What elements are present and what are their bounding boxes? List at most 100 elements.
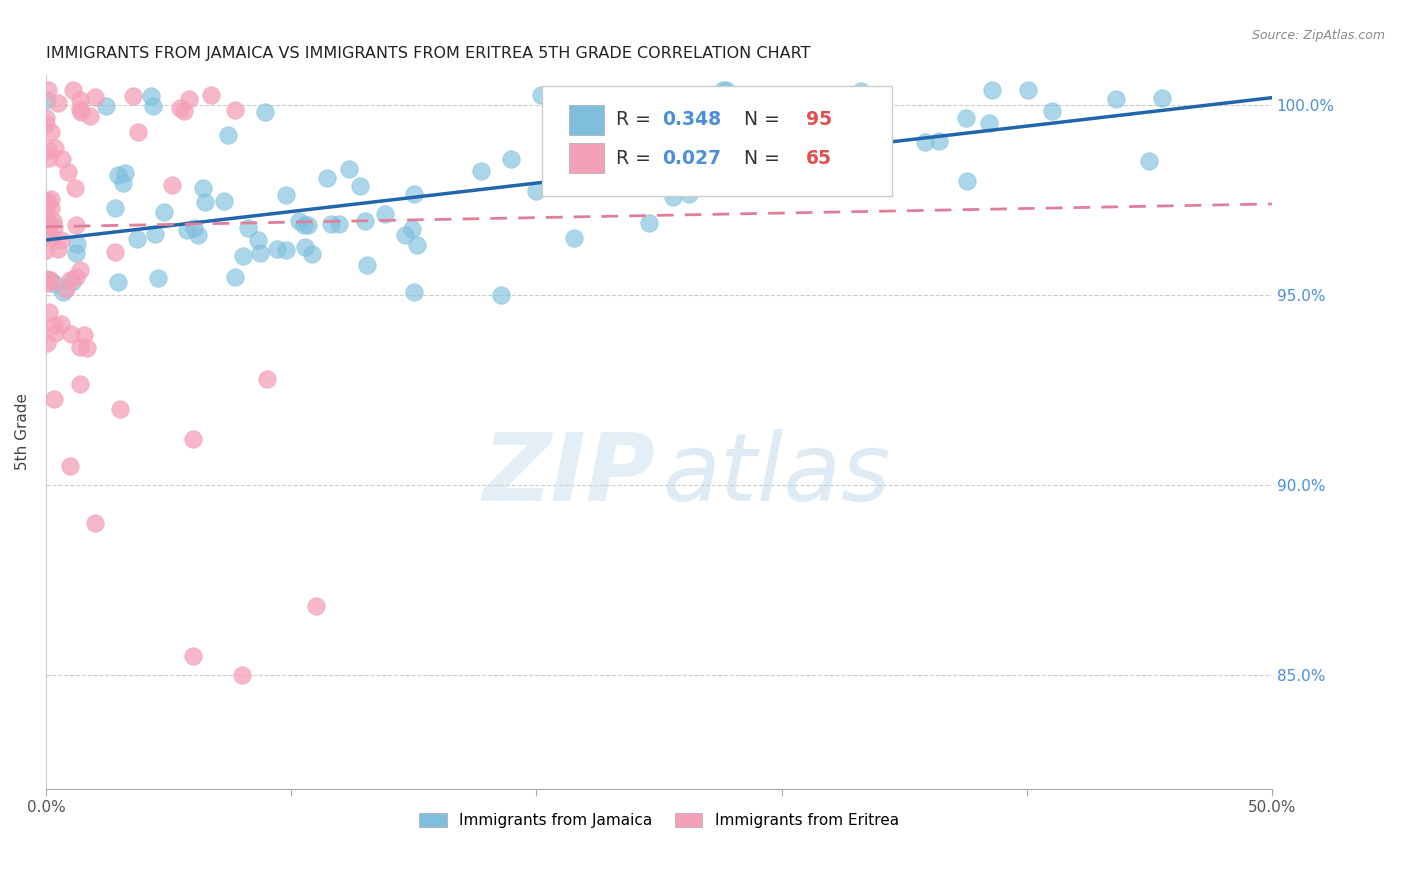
Point — [37, 272, 59, 286]
Point — [394, 228, 416, 243]
Point — [104, 244, 127, 259]
Point — [187, 227, 209, 242]
Point — [980, 83, 1002, 97]
Point — [276, 243, 298, 257]
Point — [35, 195, 58, 210]
Point — [530, 88, 553, 103]
Point — [169, 101, 191, 115]
Point — [356, 258, 378, 272]
Point — [499, 153, 522, 167]
Text: atlas: atlas — [662, 429, 891, 520]
Point — [851, 84, 873, 98]
Bar — [569, 144, 603, 173]
Text: N =: N = — [733, 111, 786, 129]
Point — [288, 214, 311, 228]
Point — [328, 217, 350, 231]
Point — [44, 277, 66, 291]
Point — [35, 243, 58, 257]
FancyBboxPatch shape — [543, 86, 891, 196]
Point — [65, 245, 87, 260]
Point — [104, 201, 127, 215]
Point — [83, 90, 105, 104]
Point — [114, 165, 136, 179]
Text: IMMIGRANTS FROM JAMAICA VS IMMIGRANTS FROM ERITREA 5TH GRADE CORRELATION CHART: IMMIGRANTS FROM JAMAICA VS IMMIGRANTS FR… — [46, 46, 810, 62]
Point — [191, 181, 214, 195]
Point — [37, 143, 59, 157]
Point — [662, 190, 685, 204]
Point — [301, 247, 323, 261]
Point — [928, 134, 950, 148]
Point — [353, 214, 375, 228]
Point — [224, 103, 246, 117]
Point — [153, 204, 176, 219]
Point — [51, 152, 73, 166]
Point — [69, 263, 91, 277]
Point — [253, 104, 276, 119]
Point — [35, 214, 58, 228]
Bar — [569, 105, 603, 135]
Point — [319, 217, 342, 231]
Point — [96, 98, 118, 112]
Y-axis label: 5th Grade: 5th Grade — [15, 393, 30, 470]
Point — [39, 192, 62, 206]
Point — [59, 273, 82, 287]
Point — [162, 178, 184, 193]
Point — [489, 288, 512, 302]
Point — [69, 377, 91, 392]
Point — [55, 282, 77, 296]
Point — [37, 83, 59, 97]
Point — [60, 275, 83, 289]
Point — [59, 458, 82, 473]
Point — [143, 227, 166, 241]
Point — [524, 184, 547, 198]
Point — [232, 249, 254, 263]
Point — [38, 304, 60, 318]
Point — [52, 285, 75, 299]
Point — [181, 432, 204, 446]
Point — [84, 516, 107, 530]
Point — [37, 194, 59, 208]
Point — [79, 109, 101, 123]
Point — [141, 89, 163, 103]
Legend: Immigrants from Jamaica, Immigrants from Eritrea: Immigrants from Jamaica, Immigrants from… — [413, 806, 905, 834]
Point — [76, 341, 98, 355]
Point — [200, 88, 222, 103]
Point — [404, 187, 426, 202]
Point — [849, 154, 872, 169]
Point — [692, 95, 714, 110]
Point — [276, 188, 298, 202]
Point — [626, 121, 648, 136]
Point — [349, 178, 371, 193]
Point — [108, 401, 131, 416]
Point — [39, 201, 62, 215]
Text: ZIP: ZIP — [482, 428, 655, 521]
Point — [42, 219, 65, 234]
Point — [374, 207, 396, 221]
Point — [217, 128, 239, 142]
Point — [111, 177, 134, 191]
Point — [785, 144, 807, 158]
Point — [177, 92, 200, 106]
Point — [125, 232, 148, 246]
Point — [564, 230, 586, 244]
Point — [37, 93, 59, 107]
Point — [41, 231, 63, 245]
Point — [231, 667, 253, 681]
Text: 95: 95 — [806, 111, 832, 129]
Point — [224, 269, 246, 284]
Point — [914, 136, 936, 150]
Point — [292, 218, 315, 232]
Point — [955, 112, 977, 126]
Point — [69, 102, 91, 116]
Point — [39, 125, 62, 139]
Point — [401, 222, 423, 236]
Point — [35, 111, 58, 125]
Point — [626, 148, 648, 162]
Point — [38, 217, 60, 231]
Point — [42, 214, 65, 228]
Point — [402, 285, 425, 299]
Point — [122, 88, 145, 103]
Point — [214, 194, 236, 209]
Text: 0.027: 0.027 — [662, 149, 721, 168]
Point — [337, 161, 360, 176]
